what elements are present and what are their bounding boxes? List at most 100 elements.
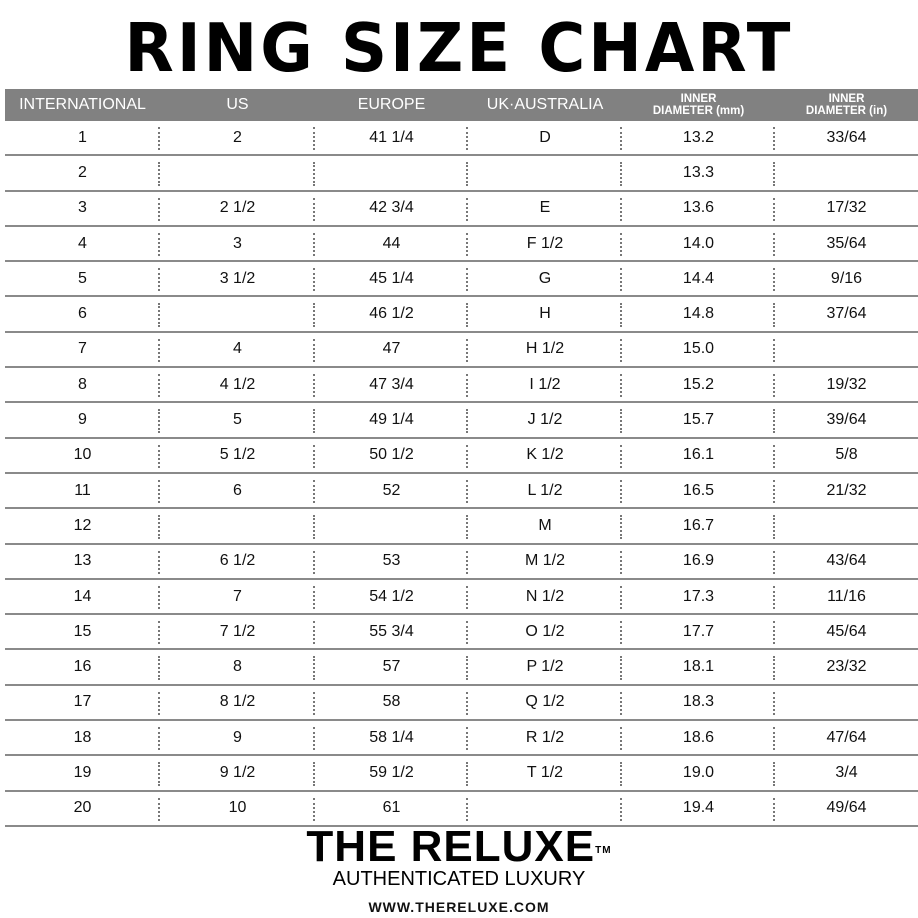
cell-inner-diameter-in: 35/64 xyxy=(826,234,867,252)
cell-international: 5 xyxy=(5,262,160,295)
cell-uk-australia: M xyxy=(468,509,622,542)
cell-us: 7 1/2 xyxy=(160,615,315,648)
cell-inner-diameter-mm: 19.0 xyxy=(622,756,775,789)
cell-uk-australia: F 1/2 xyxy=(468,227,622,260)
header-label: INNER xyxy=(680,93,717,105)
header-us: US xyxy=(226,96,249,113)
cell-international: 18 xyxy=(5,721,160,754)
cell-europe: 58 1/4 xyxy=(315,721,468,754)
cell-international: 8 xyxy=(5,368,160,401)
table-row: 11 6 52 L 1/2 16.5 21/32 xyxy=(5,474,918,510)
cell-europe xyxy=(315,509,468,542)
cell-inner-diameter-in: 17/32 xyxy=(826,199,867,217)
cell-europe: 61 xyxy=(315,792,468,825)
cell-international: 12 xyxy=(5,509,160,542)
cell-inner-diameter-mm: 17.7 xyxy=(622,615,775,648)
cell-inner-diameter-in: 49/64 xyxy=(826,799,867,817)
cell-europe: 58 xyxy=(315,686,468,719)
cell-uk-australia: I 1/2 xyxy=(468,368,622,401)
cell-inner-diameter-mm: 14.0 xyxy=(622,227,775,260)
cell-us: 10 xyxy=(160,792,315,825)
table-row: 19 9 1/2 59 1/2 T 1/2 19.0 3/4 xyxy=(5,756,918,792)
table-body: 1 2 41 1/4 D 13.2 33/64 2 13.3 3 2 1/2 42 3/4 E 13.6… xyxy=(5,121,918,827)
page-title: RING SIZE CHART xyxy=(124,10,794,88)
table-header: INTERNATIONAL US EUROPE UK·AUSTRALIA INN… xyxy=(5,89,918,121)
cell-inner-diameter-mm: 13.6 xyxy=(622,192,775,225)
cell-uk-australia: G xyxy=(468,262,622,295)
table-row: 14 7 54 1/2 N 1/2 17.3 11/16 xyxy=(5,580,918,616)
cell-inner-diameter-in: 11/16 xyxy=(827,587,866,605)
cell-europe: 59 1/2 xyxy=(315,756,468,789)
cell-inner-diameter-mm: 14.8 xyxy=(622,297,775,330)
cell-uk-australia: M 1/2 xyxy=(468,545,622,578)
table-row: 6 46 1/2 H 14.8 37/64 xyxy=(5,297,918,333)
cell-europe: 55 3/4 xyxy=(315,615,468,648)
cell-international: 13 xyxy=(5,545,160,578)
cell-international: 14 xyxy=(5,580,160,613)
cell-uk-australia xyxy=(468,792,622,825)
cell-uk-australia: T 1/2 xyxy=(468,756,622,789)
header-label: DIAMETER (mm) xyxy=(652,105,745,117)
cell-us: 4 xyxy=(160,333,315,366)
table-row: 2 13.3 xyxy=(5,156,918,192)
cell-europe: 45 1/4 xyxy=(315,262,468,295)
cell-europe: 57 xyxy=(315,650,468,683)
table-row: 20 10 61 19.4 49/64 xyxy=(5,792,918,827)
cell-international: 15 xyxy=(5,615,160,648)
cell-uk-australia: H 1/2 xyxy=(468,333,622,366)
cell-inner-diameter-mm: 15.2 xyxy=(622,368,775,401)
table-row: 4 3 44 F 1/2 14.0 35/64 xyxy=(5,227,918,263)
cell-us: 9 xyxy=(160,721,315,754)
cell-uk-australia: E xyxy=(468,192,622,225)
table-row: 1 2 41 1/4 D 13.2 33/64 xyxy=(5,121,918,157)
table-row: 17 8 1/2 58 Q 1/2 18.3 xyxy=(5,686,918,722)
cell-inner-diameter-mm: 13.2 xyxy=(622,121,775,154)
cell-us: 5 1/2 xyxy=(160,439,315,472)
cell-uk-australia: H xyxy=(468,297,622,330)
cell-inner-diameter-mm: 16.9 xyxy=(622,545,775,578)
cell-us: 6 1/2 xyxy=(160,545,315,578)
table-row: 15 7 1/2 55 3/4 O 1/2 17.7 45/64 xyxy=(5,615,918,651)
cell-inner-diameter-in: 37/64 xyxy=(826,305,867,323)
cell-inner-diameter-in: 19/32 xyxy=(826,375,867,393)
cell-uk-australia: P 1/2 xyxy=(468,650,622,683)
header-international: INTERNATIONAL xyxy=(19,96,146,113)
cell-inner-diameter-in: 23/32 xyxy=(826,658,867,676)
cell-us: 2 xyxy=(160,121,315,154)
cell-europe: 53 xyxy=(315,545,468,578)
cell-us: 8 xyxy=(160,650,315,683)
cell-inner-diameter-in: 9/16 xyxy=(830,269,863,287)
cell-us: 6 xyxy=(160,474,315,507)
table-row: 18 9 58 1/4 R 1/2 18.6 47/64 xyxy=(5,721,918,757)
cell-inner-diameter-in: 5/8 xyxy=(835,446,858,464)
cell-international: 17 xyxy=(5,686,160,719)
cell-europe: 44 xyxy=(315,227,468,260)
cell-europe: 49 1/4 xyxy=(315,403,468,436)
cell-europe xyxy=(315,156,468,189)
cell-europe: 47 3/4 xyxy=(315,368,468,401)
cell-inner-diameter-in: 33/64 xyxy=(826,128,867,146)
cell-us: 3 1/2 xyxy=(160,262,315,295)
table-row: 12 M 16.7 xyxy=(5,509,918,545)
header-inner-diameter-mm: INNER DIAMETER (mm) xyxy=(622,89,775,121)
cell-international: 3 xyxy=(5,192,160,225)
table-row: 10 5 1/2 50 1/2 K 1/2 16.1 5/8 xyxy=(5,439,918,474)
brand-name: THE RELUXE xyxy=(306,822,596,871)
cell-inner-diameter-in: 45/64 xyxy=(826,622,867,640)
cell-us: 2 1/2 xyxy=(160,192,315,225)
table-row: 7 4 47 H 1/2 15.0 xyxy=(5,333,918,369)
header-uk-australia: UK·AUSTRALIA xyxy=(486,96,604,113)
table-row: 13 6 1/2 53 M 1/2 16.9 43/64 xyxy=(5,545,918,580)
cell-europe: 41 1/4 xyxy=(315,121,468,154)
cell-us: 5 xyxy=(160,403,315,436)
cell-international: 4 xyxy=(5,227,160,260)
cell-inner-diameter-mm: 18.3 xyxy=(622,686,775,719)
cell-inner-diameter-in: 47/64 xyxy=(826,728,867,746)
cell-us: 4 1/2 xyxy=(160,368,315,401)
cell-inner-diameter-in: 39/64 xyxy=(826,411,867,429)
cell-us: 9 1/2 xyxy=(160,756,315,789)
cell-inner-diameter-mm: 13.3 xyxy=(622,156,775,189)
header-label: INNER xyxy=(828,93,865,105)
